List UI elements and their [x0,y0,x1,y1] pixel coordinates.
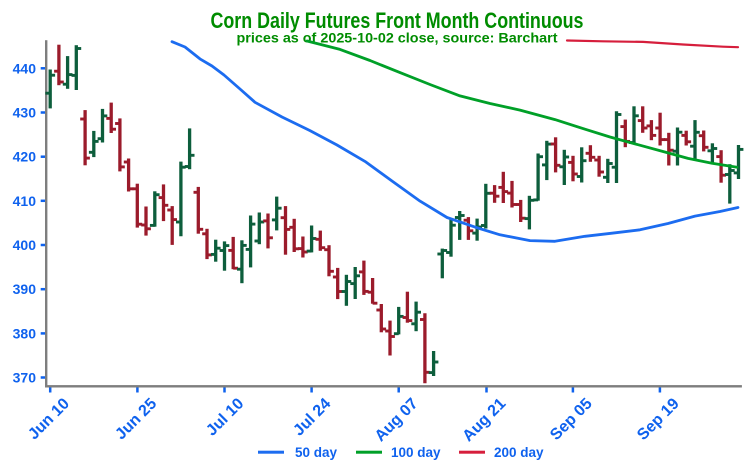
svg-text:410: 410 [13,193,37,209]
svg-text:440: 440 [13,60,37,76]
svg-text:420: 420 [13,149,37,165]
svg-text:50 day: 50 day [295,445,338,460]
svg-text:200 day: 200 day [494,445,544,460]
svg-text:370: 370 [13,370,37,386]
svg-text:380: 380 [13,325,37,341]
svg-text:390: 390 [13,281,37,297]
svg-text:prices as of 2025-10-02 close,: prices as of 2025-10-02 close, source: B… [237,31,559,46]
svg-text:100 day: 100 day [391,445,441,460]
svg-text:Corn Daily Futures Front Month: Corn Daily Futures Front Month Continuou… [211,8,584,33]
svg-text:400: 400 [13,237,37,253]
svg-text:430: 430 [13,105,37,121]
